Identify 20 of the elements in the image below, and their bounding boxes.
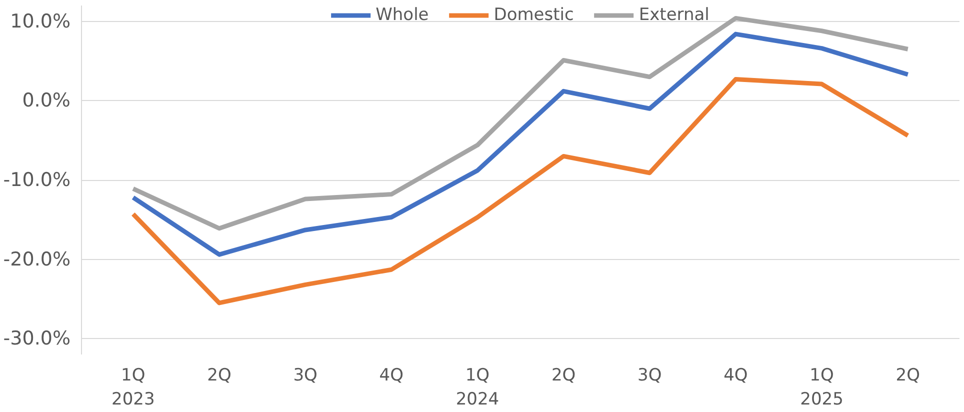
x-tick-label: 3Q: [293, 366, 318, 386]
line-series: [130, 77, 910, 306]
x-tick-label: 1Q 2025: [800, 366, 844, 410]
x-tick-label: 2Q: [896, 366, 920, 386]
line-series: [130, 32, 910, 257]
x-tick-label: 2Q: [551, 366, 576, 386]
x-tick-label: 4Q: [724, 366, 748, 386]
y-tick-label: -30.0%: [3, 328, 71, 350]
x-tick-label: 1Q 2023: [112, 366, 155, 410]
legend-label: External: [638, 5, 710, 25]
x-tick-label: 4Q: [379, 366, 404, 386]
x-tick-label: 2Q: [207, 366, 232, 386]
y-tick-label: 0.0%: [22, 90, 71, 112]
x-tick-label: 1Q 2024: [456, 366, 500, 410]
legend-label: Domestic: [494, 5, 574, 25]
y-tick-label: -10.0%: [3, 169, 71, 191]
y-tick-label: -20.0%: [3, 248, 71, 270]
y-tick-label: 10.0%: [10, 10, 70, 32]
x-tick-label: 3Q: [638, 366, 662, 386]
legend-label: Whole: [376, 5, 429, 25]
